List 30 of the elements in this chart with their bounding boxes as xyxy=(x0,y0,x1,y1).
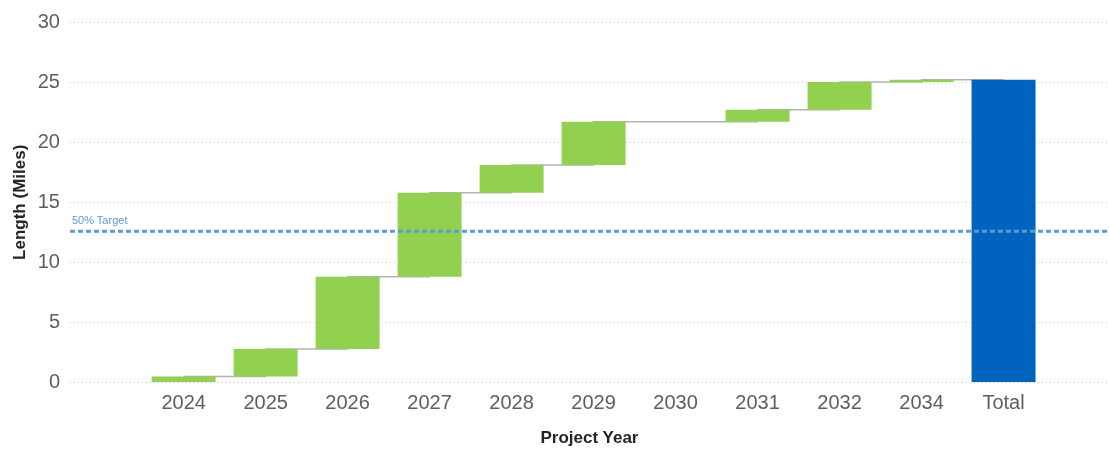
x-axis-title: Project Year xyxy=(540,428,639,448)
bar xyxy=(151,376,216,383)
y-tick-label: 30 xyxy=(37,9,60,32)
bar xyxy=(561,121,626,166)
y-tick-label: 10 xyxy=(37,249,60,272)
bar xyxy=(971,79,1036,383)
x-tick-label: 2034 xyxy=(899,391,944,414)
y-tick-label: 0 xyxy=(48,370,60,393)
x-tick-label: 2028 xyxy=(489,391,534,414)
y-tick-label: 15 xyxy=(37,189,60,212)
y-tick-label: 25 xyxy=(37,69,60,92)
bar xyxy=(233,348,298,377)
y-tick-label: 20 xyxy=(37,129,60,152)
x-tick-label: 2030 xyxy=(653,391,698,414)
x-tick-label: 2032 xyxy=(817,391,862,414)
x-tick-label: 2026 xyxy=(325,391,370,414)
x-tick-label: 2027 xyxy=(407,391,452,414)
bar xyxy=(807,82,872,110)
x-tick-label: 2031 xyxy=(735,391,780,414)
bar xyxy=(479,165,544,193)
bar xyxy=(397,192,462,277)
y-tick-label: 5 xyxy=(48,310,60,333)
x-tick-label: 2024 xyxy=(161,391,206,414)
x-tick-label: Total xyxy=(982,391,1025,414)
ref-line-label: 50% Target xyxy=(72,213,128,226)
x-tick-label: 2029 xyxy=(571,391,616,414)
bar xyxy=(315,276,380,349)
y-axis-title: Length (Miles) xyxy=(9,144,29,260)
bar xyxy=(725,109,790,122)
x-tick-label: 2025 xyxy=(243,391,288,414)
